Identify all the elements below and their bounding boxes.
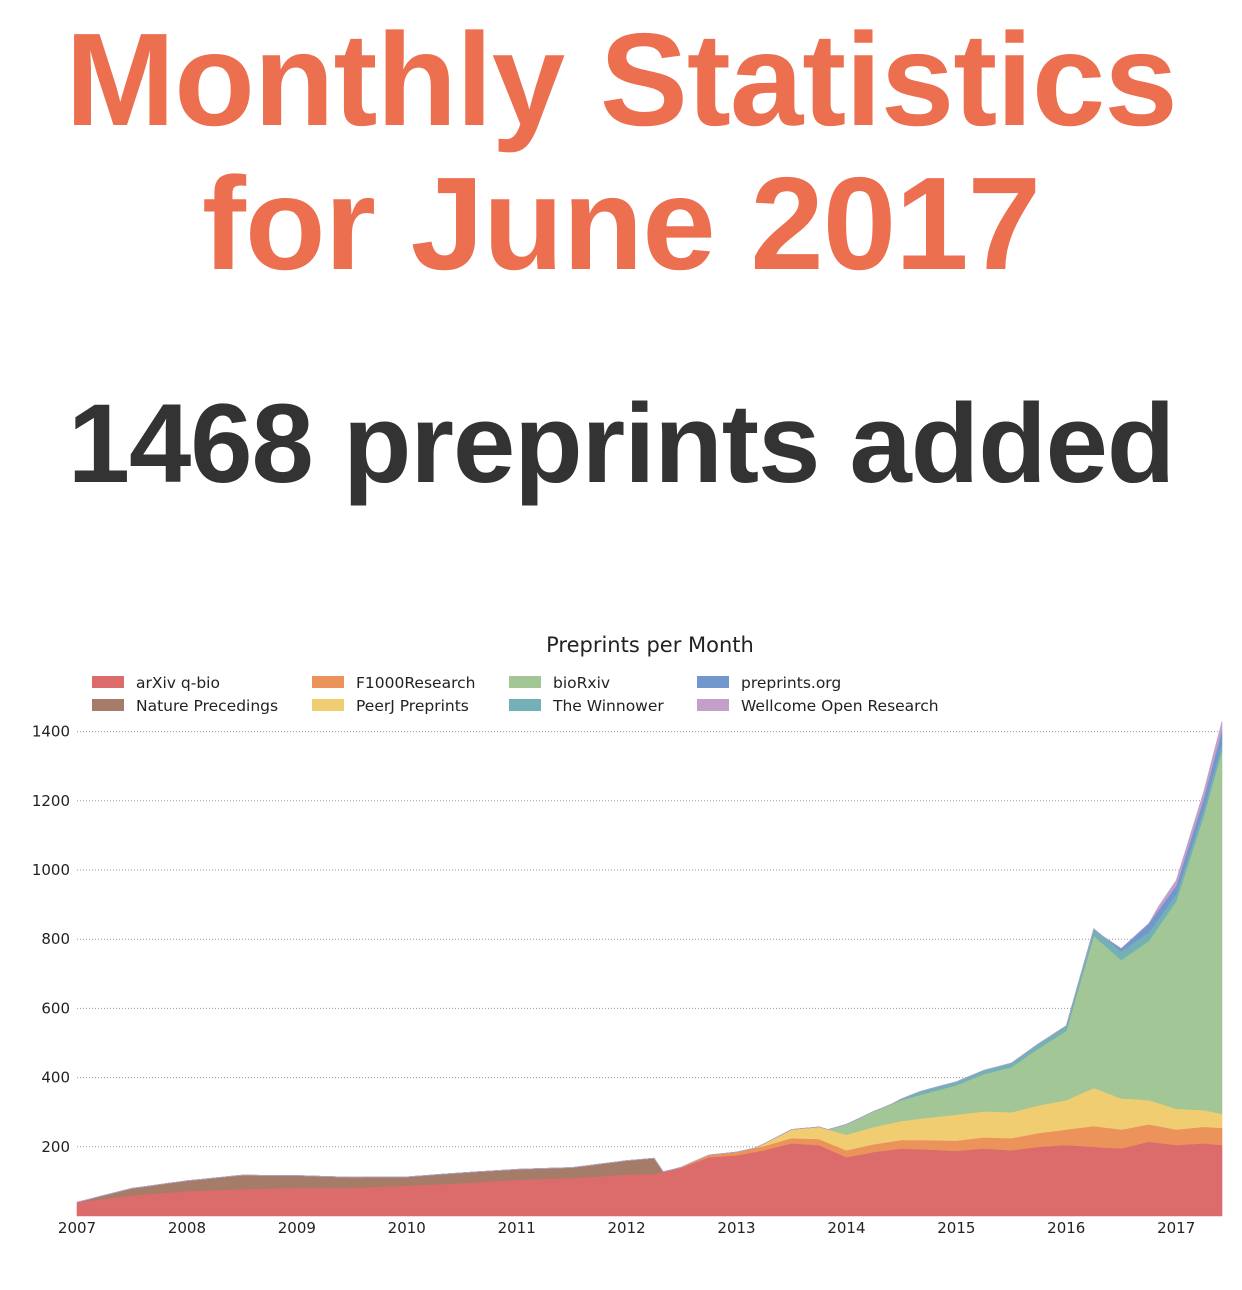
legend-swatch <box>312 699 344 711</box>
legend-swatch <box>312 676 344 688</box>
y-tick-label: 600 <box>41 999 70 1017</box>
chart-title: Preprints per Month <box>546 633 754 657</box>
legend-label: The Winnower <box>552 697 664 715</box>
y-tick-label: 400 <box>41 1069 70 1087</box>
y-tick-label: 1000 <box>32 861 70 879</box>
legend-label: arXiv q-bio <box>136 674 220 692</box>
x-tick-label: 2008 <box>168 1219 206 1237</box>
legend-swatch <box>697 676 729 688</box>
x-tick-label: 2017 <box>1157 1219 1195 1237</box>
x-tick-label: 2016 <box>1047 1219 1085 1237</box>
legend-label: Nature Precedings <box>136 697 278 715</box>
page-title-line-1: Monthly Statistics <box>65 6 1177 153</box>
area-series-wellcome-open-research <box>76 721 1223 1203</box>
legend-swatch <box>697 699 729 711</box>
x-tick-label: 2007 <box>58 1219 96 1237</box>
x-tick-label: 2014 <box>827 1219 865 1237</box>
legend-label: Wellcome Open Research <box>741 697 939 715</box>
y-tick-label: 1400 <box>32 723 70 741</box>
legend-label: F1000Research <box>356 674 475 692</box>
x-tick-label: 2015 <box>937 1219 975 1237</box>
legend-swatch <box>509 699 541 711</box>
x-tick-label: 2011 <box>498 1219 536 1237</box>
preprints-per-month-chart: Preprints per Month 200 400 600 800 1000 1200… <box>32 633 1223 1237</box>
x-tick-label: 2013 <box>717 1219 755 1237</box>
x-tick-label: 2009 <box>278 1219 316 1237</box>
legend-label: preprints.org <box>741 674 841 692</box>
legend-swatch <box>92 699 124 711</box>
preprints-added-count: 1468 preprints added <box>67 381 1176 506</box>
y-tick-label: 1200 <box>32 792 70 810</box>
legend-label: PeerJ Preprints <box>356 697 469 715</box>
page-title-line-2: for June 2017 <box>201 150 1041 297</box>
legend-swatch <box>509 676 541 688</box>
legend-swatch <box>92 676 124 688</box>
legend-label: bioRxiv <box>553 674 610 692</box>
axis-layer: 200 400 600 800 1000 1200 1400 2007 2008 2009 2010… <box>32 723 1195 1237</box>
x-tick-label: 2012 <box>608 1219 646 1237</box>
legend: arXiv q-bio Nature Precedings F1000Researc… <box>92 674 939 715</box>
x-tick-label: 2010 <box>388 1219 426 1237</box>
y-tick-label: 800 <box>41 930 70 948</box>
y-tick-label: 200 <box>41 1138 70 1156</box>
area-layer <box>76 721 1223 1217</box>
